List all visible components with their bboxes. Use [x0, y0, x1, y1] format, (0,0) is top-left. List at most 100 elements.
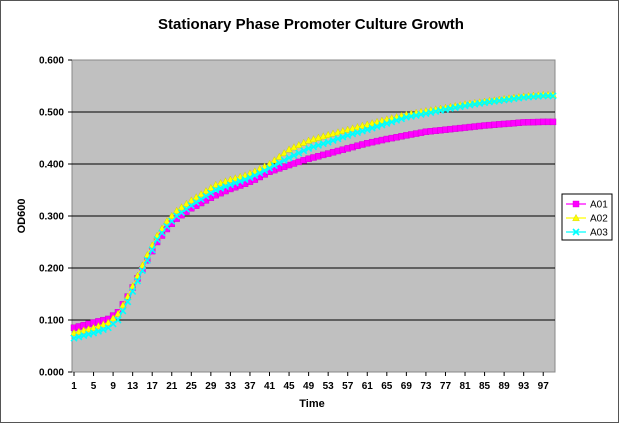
data-point [285, 154, 293, 162]
data-point [305, 144, 313, 152]
data-point [148, 246, 156, 254]
data-point [241, 176, 249, 184]
data-point [104, 318, 112, 326]
data-point [89, 329, 98, 337]
legend-marker [572, 213, 580, 222]
data-point [549, 118, 557, 126]
x-axis: 1 5 9 13 17 21 25 29 33 37 41 45 49 53 57 61 65 69 73 77 81 8… [71, 372, 549, 392]
data-point [231, 179, 239, 187]
data-point [368, 124, 376, 132]
data-point [75, 333, 83, 341]
data-point [319, 140, 327, 148]
data-point [299, 138, 308, 146]
x-axis-title: Time [299, 398, 324, 410]
data-point [261, 167, 269, 175]
y-axis-title: OD600 [16, 199, 28, 234]
x-tick-label: 37 [244, 381, 256, 392]
series-a01 [70, 118, 557, 331]
x-tick-label: 81 [459, 381, 471, 392]
x-tick-label: 73 [420, 381, 432, 392]
series-group [70, 90, 557, 342]
x-tick-label: 29 [205, 381, 217, 392]
legend-item: A02 [566, 214, 608, 225]
legend-item: A03 [566, 228, 608, 239]
legend-label: A01 [590, 200, 608, 211]
data-point [339, 133, 347, 141]
data-point [129, 287, 137, 295]
y-tick-label: 0.500 [39, 108, 64, 119]
data-point [212, 186, 220, 194]
data-point [397, 115, 406, 123]
data-point [163, 217, 171, 225]
data-point [295, 149, 303, 157]
data-point [99, 325, 107, 334]
y-tick-label: 0.600 [39, 56, 64, 67]
data-point [329, 136, 337, 145]
legend: A01 A02 A03 [561, 193, 613, 241]
x-tick-label: 85 [479, 381, 491, 392]
data-point [246, 173, 254, 182]
y-tick-label: 0.400 [39, 160, 64, 171]
data-point [168, 217, 176, 225]
x-tick-label: 45 [283, 381, 295, 392]
y-tick-label: 0.100 [39, 316, 64, 327]
data-point [295, 140, 303, 149]
x-tick-label: 33 [225, 381, 237, 392]
data-point [143, 256, 151, 264]
data-point [158, 229, 166, 237]
data-point [378, 121, 386, 129]
x-tick-label: 49 [303, 381, 315, 392]
data-point [182, 205, 190, 213]
data-point [349, 130, 357, 138]
data-point [197, 195, 205, 203]
data-point [236, 177, 244, 185]
gridlines [72, 111, 555, 321]
x-tick-label: 25 [186, 381, 198, 392]
data-point [353, 128, 362, 137]
y-tick-label: 0.300 [39, 212, 64, 223]
y-tick-label: 0.200 [39, 264, 64, 275]
data-point [256, 169, 264, 177]
data-point [124, 298, 132, 306]
data-point [358, 127, 366, 135]
data-point [549, 92, 557, 100]
x-tick-label: 21 [166, 381, 178, 392]
data-point [383, 119, 391, 128]
data-point [119, 307, 127, 315]
x-tick-label: 77 [440, 381, 452, 392]
data-point [217, 184, 225, 192]
data-point [173, 212, 181, 220]
data-point [285, 145, 293, 153]
data-point [363, 126, 371, 134]
data-point [334, 135, 342, 143]
data-point [94, 327, 103, 335]
y-axis: 0.000 0.100 0.200 0.300 0.400 0.500 0.600 [39, 56, 72, 379]
data-point [192, 198, 200, 207]
legend-item: A01 [566, 200, 608, 211]
data-point [226, 181, 234, 189]
x-tick-label: 17 [147, 381, 159, 392]
x-tick-label: 5 [91, 381, 97, 392]
data-point [168, 211, 176, 220]
x-tick-label: 97 [538, 381, 550, 392]
legend-label: A02 [590, 214, 608, 225]
legend-marker [572, 200, 580, 208]
legend-label: A03 [590, 228, 608, 239]
data-point [393, 116, 401, 124]
data-point [314, 141, 322, 149]
data-point [300, 147, 308, 155]
data-point [265, 164, 274, 172]
data-point [207, 189, 215, 197]
series-a03 [70, 92, 557, 342]
data-point [270, 161, 278, 170]
data-point [265, 159, 274, 168]
data-point [373, 122, 381, 131]
x-tick-label: 53 [323, 381, 335, 392]
data-point [324, 138, 332, 146]
data-point [388, 118, 396, 126]
data-point [309, 143, 318, 151]
x-tick-label: 41 [264, 381, 276, 392]
data-point [163, 222, 171, 230]
x-tick-label: 61 [362, 381, 374, 392]
